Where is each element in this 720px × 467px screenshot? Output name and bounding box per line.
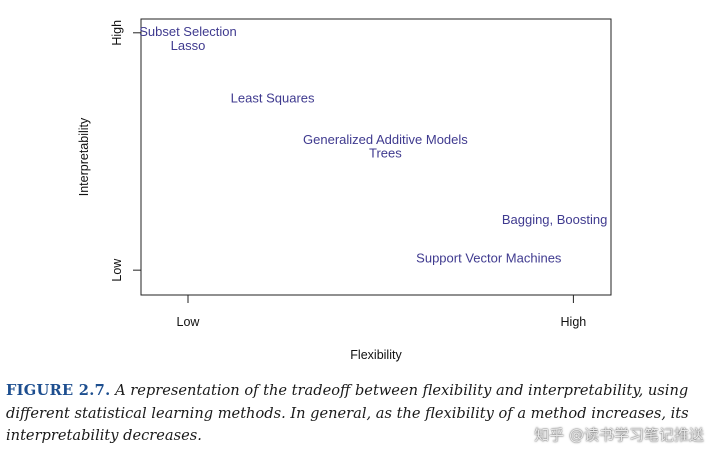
y-axis-title: Interpretability (77, 117, 91, 196)
caption-text: A representation of the tradeoff between… (6, 382, 689, 444)
method-label-generalized-additive-models: Generalized Additive Models (303, 132, 468, 147)
figure-caption: FIGURE 2.7. A representation of the trad… (6, 380, 714, 448)
watermark: 知乎 @读书学习笔记推送 (534, 426, 704, 444)
y-tick-label-low: Low (110, 258, 124, 282)
method-label-lasso: Lasso (171, 38, 206, 53)
x-tick-label-low: Low (177, 315, 201, 329)
y-tick-label-high: High (110, 20, 124, 46)
x-tick-label-high: High (561, 315, 587, 329)
plot-frame (140, 18, 612, 296)
figure-number: FIGURE 2.7. (6, 382, 111, 399)
method-label-bagging-boosting: Bagging, Boosting (502, 212, 608, 227)
method-label-least-squares: Least Squares (231, 90, 315, 105)
method-label-subset-selection: Subset Selection (139, 24, 237, 39)
method-label-trees: Trees (369, 146, 402, 161)
x-axis: Low High (177, 295, 587, 329)
x-axis-title: Flexibility (350, 348, 402, 362)
y-axis: High Low (110, 20, 141, 282)
method-label-support-vector-machines: Support Vector Machines (416, 251, 562, 266)
